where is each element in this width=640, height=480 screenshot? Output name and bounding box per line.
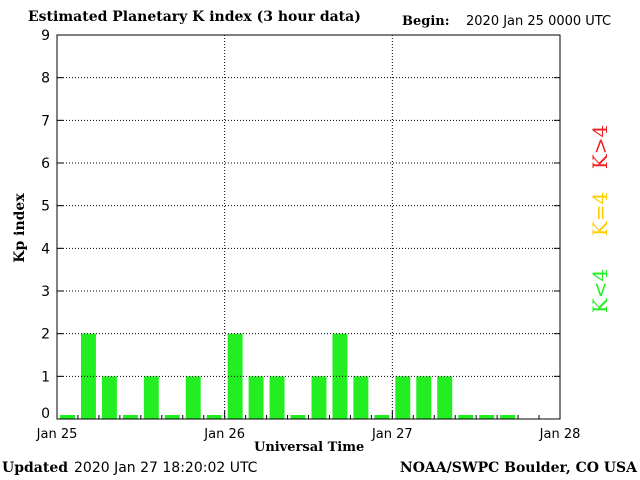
- y-tick-label: 1: [41, 369, 50, 385]
- kp-bar: [437, 376, 453, 419]
- x-axis-label: Universal Time: [254, 440, 365, 455]
- plot-frame: [56, 34, 561, 420]
- y-tick-label: 8: [41, 71, 50, 87]
- credit-text: NOAA/SWPC Boulder, CO USA: [399, 460, 637, 476]
- y-tick-label: 5: [41, 199, 50, 215]
- kp-bar: [500, 415, 516, 419]
- kp-bar: [479, 415, 495, 419]
- kp-bar: [185, 376, 201, 419]
- kp-bar: [248, 376, 264, 419]
- kp-bar: [458, 415, 474, 419]
- kp-bar: [164, 415, 180, 419]
- x-tick-label: Jan 27: [371, 427, 413, 442]
- begin-label: Begin:: [402, 14, 450, 29]
- x-tick-label: Jan 25: [36, 427, 78, 442]
- y-tick-label: 4: [41, 241, 50, 257]
- kp-bar: [290, 415, 306, 419]
- kp-bar: [269, 376, 285, 419]
- y-tick-label: 2: [41, 327, 50, 343]
- x-tick-label: Jan 26: [203, 427, 245, 442]
- updated-value: 2020 Jan 27 18:20:02 UTC: [74, 460, 258, 476]
- kp-bar: [122, 415, 138, 419]
- y-tick-label: 0: [41, 406, 50, 422]
- kp-bar: [80, 333, 96, 419]
- kp-bar: [101, 376, 117, 419]
- y-tick-label: 7: [41, 113, 50, 129]
- kp-bar: [374, 415, 390, 419]
- kp-bar: [143, 376, 159, 419]
- kp-bar: [60, 415, 75, 419]
- y-tick-label: 9: [41, 28, 50, 44]
- kp-bar: [395, 376, 411, 419]
- kp-bar: [227, 333, 243, 419]
- y-tick-label: 3: [41, 284, 50, 300]
- kp-bar: [311, 376, 327, 419]
- kp-bar: [353, 376, 369, 419]
- y-axis-label: Kp index: [12, 193, 28, 263]
- legend-below-4: K<4: [588, 268, 612, 314]
- y-tick-label: 6: [41, 156, 50, 172]
- begin-value: 2020 Jan 25 0000 UTC: [466, 14, 612, 29]
- legend-equal-4: K=4: [588, 191, 612, 237]
- kp-bar: [416, 376, 432, 419]
- chart-title: Estimated Planetary K index (3 hour data…: [28, 9, 361, 25]
- legend-above-4: K>4: [588, 124, 612, 170]
- kp-bar: [206, 415, 222, 419]
- x-tick-label: Jan 28: [539, 427, 581, 442]
- updated-label: Updated: [2, 460, 69, 476]
